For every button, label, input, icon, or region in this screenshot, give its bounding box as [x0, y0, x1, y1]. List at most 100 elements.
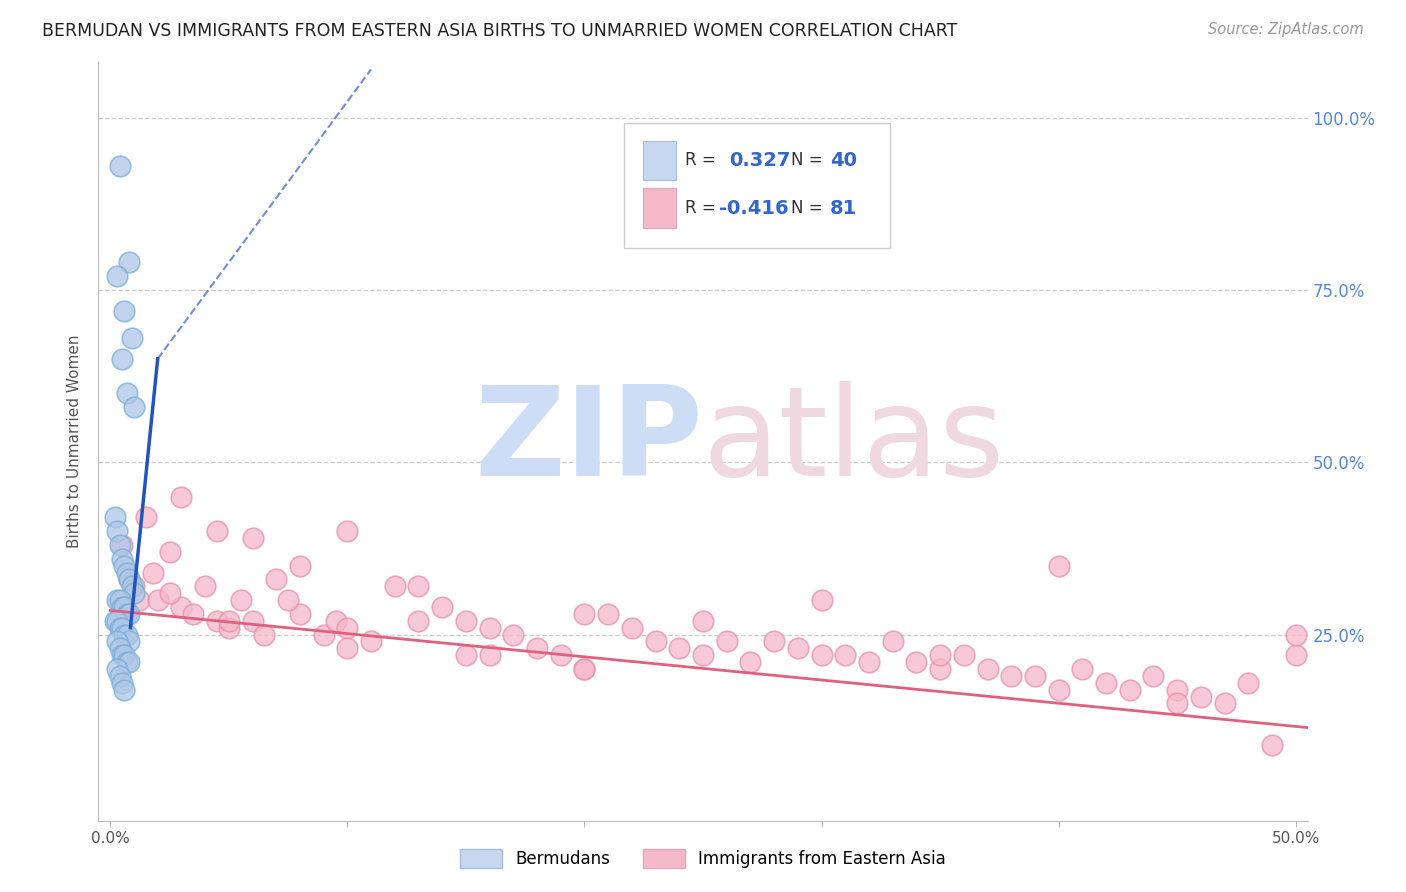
Point	[550, 648, 572, 663]
Point	[976, 662, 998, 676]
Point	[115, 386, 138, 401]
Point	[644, 634, 666, 648]
Point	[478, 621, 501, 635]
Point	[115, 566, 138, 580]
Point	[108, 538, 131, 552]
Point	[242, 531, 264, 545]
Point	[111, 538, 134, 552]
Point	[620, 621, 643, 635]
Point	[159, 545, 181, 559]
Point	[111, 648, 134, 663]
Point	[432, 599, 454, 614]
Point	[454, 614, 477, 628]
Point	[264, 573, 287, 587]
Point	[118, 573, 141, 587]
Point	[205, 614, 228, 628]
Point	[108, 669, 131, 683]
Point	[118, 573, 141, 587]
Point	[1237, 675, 1260, 690]
Point	[111, 675, 134, 690]
Point	[118, 634, 141, 648]
Point	[1285, 648, 1308, 663]
FancyBboxPatch shape	[624, 123, 890, 248]
Point	[929, 662, 952, 676]
Point	[526, 641, 548, 656]
Point	[108, 641, 131, 656]
Point	[118, 607, 141, 621]
Point	[105, 614, 128, 628]
Point	[114, 599, 136, 614]
Point	[111, 551, 134, 566]
Point	[128, 593, 150, 607]
Point	[598, 607, 620, 621]
Point	[905, 655, 928, 669]
Point	[288, 558, 311, 573]
Point	[574, 662, 596, 676]
Point	[114, 648, 136, 663]
Point	[1166, 697, 1188, 711]
Point	[108, 159, 131, 173]
Point	[810, 648, 832, 663]
Text: 81: 81	[830, 199, 858, 218]
Point	[336, 524, 359, 538]
Point	[114, 682, 136, 697]
Point	[929, 648, 952, 663]
Point	[104, 614, 127, 628]
Point	[325, 614, 347, 628]
Point	[360, 634, 382, 648]
Point	[194, 579, 217, 593]
Y-axis label: Births to Unmarried Women: Births to Unmarried Women	[67, 334, 83, 549]
Text: R =: R =	[685, 199, 716, 217]
Point	[786, 641, 808, 656]
Point	[104, 510, 127, 524]
Point	[122, 400, 145, 414]
Point	[218, 621, 240, 635]
Point	[1189, 690, 1212, 704]
Point	[105, 634, 128, 648]
Text: -0.416: -0.416	[718, 199, 789, 218]
Text: Source: ZipAtlas.com: Source: ZipAtlas.com	[1208, 22, 1364, 37]
Point	[111, 621, 134, 635]
Point	[1213, 697, 1236, 711]
Point	[105, 269, 128, 284]
Point	[205, 524, 228, 538]
Point	[108, 621, 131, 635]
Point	[574, 662, 596, 676]
Point	[242, 614, 264, 628]
Point	[1119, 682, 1142, 697]
Point	[1071, 662, 1094, 676]
Point	[1024, 669, 1046, 683]
Legend: Bermudans, Immigrants from Eastern Asia: Bermudans, Immigrants from Eastern Asia	[451, 841, 955, 877]
Point	[108, 593, 131, 607]
Point	[170, 599, 193, 614]
Text: BERMUDAN VS IMMIGRANTS FROM EASTERN ASIA BIRTHS TO UNMARRIED WOMEN CORRELATION C: BERMUDAN VS IMMIGRANTS FROM EASTERN ASIA…	[42, 22, 957, 40]
Point	[115, 627, 138, 641]
Point	[952, 648, 974, 663]
Point	[142, 566, 165, 580]
Point	[181, 607, 204, 621]
Point	[1261, 738, 1284, 752]
Point	[574, 607, 596, 621]
Point	[763, 634, 786, 648]
Point	[111, 599, 134, 614]
Point	[229, 593, 252, 607]
Text: N =: N =	[792, 152, 823, 169]
Point	[114, 558, 136, 573]
FancyBboxPatch shape	[643, 141, 676, 180]
Text: R =: R =	[685, 152, 716, 169]
Point	[336, 641, 359, 656]
Point	[1166, 682, 1188, 697]
Point	[810, 593, 832, 607]
Point	[105, 524, 128, 538]
Point	[122, 579, 145, 593]
Text: N =: N =	[792, 199, 823, 217]
Point	[692, 614, 714, 628]
Point	[1142, 669, 1164, 683]
Point	[105, 593, 128, 607]
Point	[121, 579, 143, 593]
Point	[288, 607, 311, 621]
Point	[170, 490, 193, 504]
Point	[111, 351, 134, 366]
Point	[1095, 675, 1118, 690]
Point	[384, 579, 406, 593]
